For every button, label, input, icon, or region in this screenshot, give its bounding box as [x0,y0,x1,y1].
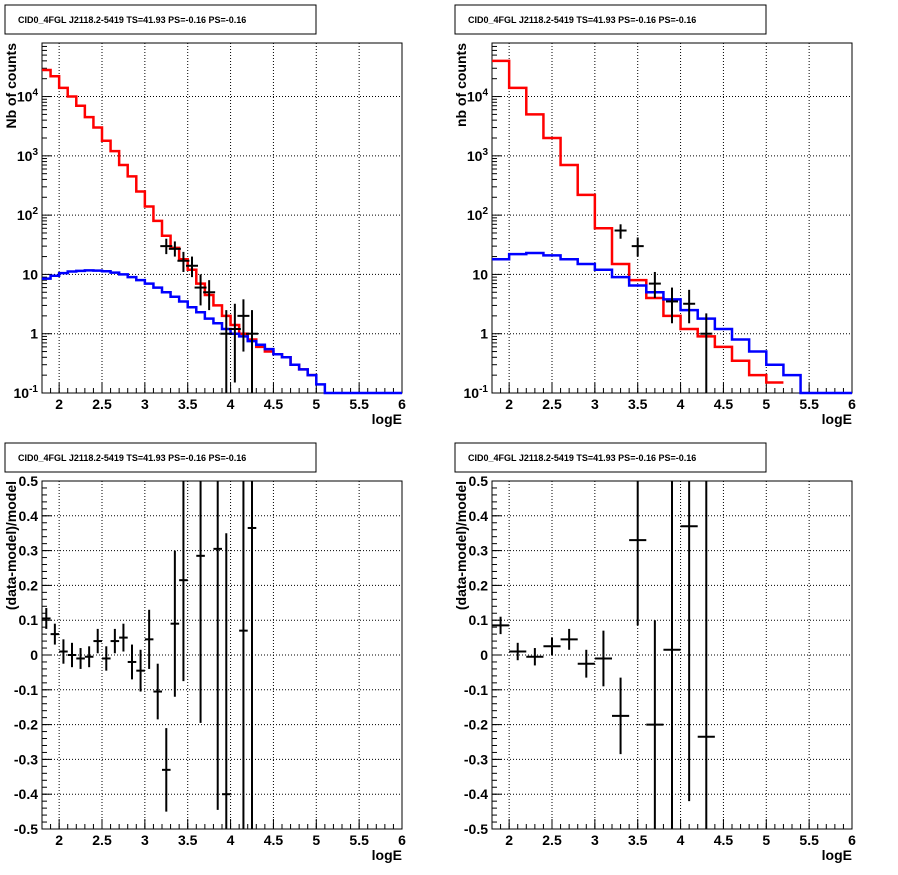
title-box [454,442,767,473]
x-tick-label: 6 [848,832,856,848]
y-tick-label: -0.5 [464,821,488,837]
y-tick-label: -0.1 [464,682,488,698]
x-tick-label: 2.5 [92,396,112,412]
plot-frame [491,42,853,394]
y-tick-label: 0.4 [19,508,39,524]
x-tick-label: 5.5 [799,396,819,412]
x-tick-label: 4 [677,396,685,412]
x-tick-label: 3 [141,396,149,412]
x-tick-label: 3.5 [628,832,648,848]
x-tick-label: 5 [312,396,320,412]
y-axis-label: (data-model)/model [453,481,469,610]
x-tick-label: 5.5 [349,832,369,848]
x-tick-label: 5.5 [349,396,369,412]
y-tick-label: 0 [480,647,488,663]
title-box [4,442,317,473]
x-tick-label: 5 [762,396,770,412]
chart-title: CID0_4FGL J2118.2-5419 TS=41.93 PS=-0.16… [18,15,246,25]
y-tick-label: 0.3 [19,543,39,559]
y-axis-label: Nb of counts [3,43,19,129]
y-tick-label: 10 [472,266,488,282]
chart-title: CID0_4FGL J2118.2-5419 TS=41.93 PS=-0.16… [468,453,696,463]
x-tick-label: 4 [677,832,685,848]
y-tick-label: 0.5 [19,473,39,489]
x-tick-label: 4.5 [714,396,734,412]
model-step-line [42,68,317,377]
x-tick-label: 5 [762,832,770,848]
x-tick-label: 6 [398,396,406,412]
x-tick-label: 4 [227,396,235,412]
y-tick-label: -0.1 [14,682,38,698]
chart-title: CID0_4FGL J2118.2-5419 TS=41.93 PS=-0.16… [18,453,246,463]
x-tick-label: 3.5 [178,396,198,412]
model-step-line [492,59,784,384]
y-tick-label: 1 [480,326,488,342]
y-tick-label: 0.1 [19,612,39,628]
pad-bottom-right: CID0_4FGL J2118.2-5419 TS=41.93 PS=-0.16… [453,442,856,863]
title-box [4,4,317,35]
x-tick-label: 5 [312,832,320,848]
y-tick-label: 0.1 [469,612,489,628]
y-tick-label: 103 [17,147,39,164]
x-tick-label: 3 [591,832,599,848]
y-tick-label: 103 [467,147,489,164]
x-tick-label: 2 [505,396,513,412]
y-tick-label: 0.5 [469,473,489,489]
pad-bottom-left: CID0_4FGL J2118.2-5419 TS=41.93 PS=-0.16… [3,442,406,863]
x-tick-label: 4.5 [264,832,284,848]
y-tick-label: -0.5 [14,821,38,837]
y-tick-label: -0.3 [14,751,38,767]
x-tick-label: 2.5 [92,832,112,848]
y-axis-label: nb of counts [453,43,469,127]
model-step-line [42,269,402,395]
y-tick-label: -0.2 [464,717,488,733]
y-tick-label: 10-1 [14,384,39,401]
x-tick-label: 2.5 [542,832,562,848]
x-tick-label: 6 [848,396,856,412]
x-tick-label: 3 [141,832,149,848]
y-tick-label: -0.3 [464,751,488,767]
y-tick-label: 0.4 [469,508,489,524]
x-tick-label: 4 [227,832,235,848]
y-tick-label: 10-1 [464,384,489,401]
x-tick-label: 4.5 [714,832,734,848]
y-tick-label: -0.4 [464,786,488,802]
x-tick-label: 2 [55,832,63,848]
x-axis-label: logE [372,847,402,863]
x-tick-label: 3.5 [628,396,648,412]
y-tick-label: 102 [467,206,489,223]
y-tick-label: -0.2 [14,717,38,733]
y-tick-label: 104 [467,88,489,105]
x-tick-label: 2 [55,396,63,412]
x-tick-label: 5.5 [799,832,819,848]
x-tick-label: 3.5 [178,832,198,848]
x-tick-label: 2.5 [542,396,562,412]
y-tick-label: 1 [30,326,38,342]
y-tick-label: 102 [17,206,39,223]
y-tick-label: 10 [22,266,38,282]
chart-title: CID0_4FGL J2118.2-5419 TS=41.93 PS=-0.16… [468,15,696,25]
x-axis-label: logE [822,411,852,427]
y-tick-label: 0 [30,647,38,663]
y-tick-label: 0.3 [469,543,489,559]
pad-top-right: CID0_4FGL J2118.2-5419 TS=41.93 PS=-0.16… [453,4,856,427]
pad-top-left: CID0_4FGL J2118.2-5419 TS=41.93 PS=-0.16… [3,4,406,427]
y-tick-label: -0.4 [14,786,38,802]
x-axis-label: logE [372,411,402,427]
y-axis-label: (data-model)/model [3,481,19,610]
x-tick-label: 6 [398,832,406,848]
x-tick-label: 4.5 [264,396,284,412]
title-box [454,4,767,35]
y-tick-label: 104 [17,88,39,105]
model-step-line [492,251,852,395]
plot-frame [41,42,403,394]
x-axis-label: logE [822,847,852,863]
x-tick-label: 3 [591,396,599,412]
y-tick-label: 0.2 [19,577,39,593]
x-tick-label: 2 [505,832,513,848]
y-tick-label: 0.2 [469,577,489,593]
